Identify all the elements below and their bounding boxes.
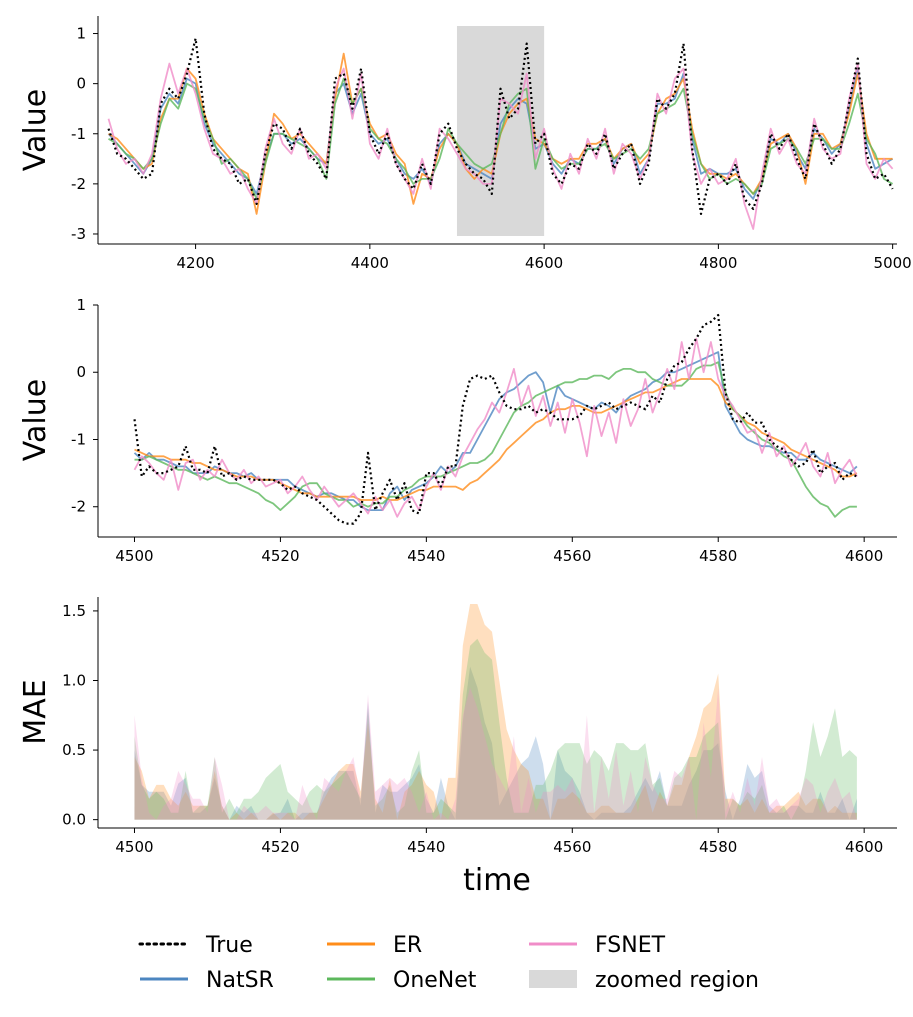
x-tick-label: 4540: [407, 547, 445, 565]
x-tick-label: 4580: [699, 838, 737, 856]
y-tick-label: 1: [76, 296, 86, 314]
x-tick-label: 4520: [261, 547, 299, 565]
x-tick-label: 4580: [699, 547, 737, 565]
legend-item-natsr: NatSR: [140, 968, 274, 993]
y-tick-label: 1.0: [62, 671, 86, 689]
y-tick-label: 0.0: [62, 811, 86, 829]
x-tick-label: 4500: [115, 838, 153, 856]
legend-item-onenet: OneNet: [327, 968, 477, 993]
mae-panel: 4500 4520 4540 4560 4580 4600 0.0 0.5 1.0 1.5: [62, 597, 897, 856]
overview-ylabel: Value: [18, 89, 53, 171]
legend-item-zoomed-region: zoomed region: [529, 968, 759, 993]
overview-line-true: [107, 37, 894, 215]
x-tick-label: 4540: [407, 838, 445, 856]
x-tick-label: 4600: [525, 254, 563, 272]
y-tick-label: -2: [71, 175, 86, 193]
y-tick-label: 1: [76, 25, 86, 43]
legend: True NatSR ER OneNet FSNET zoomed region: [138, 933, 759, 993]
y-tick-label: -1: [71, 125, 86, 143]
zoomed-line-true: [133, 314, 858, 525]
legend-label-true: True: [205, 933, 253, 958]
y-tick-label: 0.5: [62, 741, 86, 759]
y-tick-label: -1: [71, 430, 86, 448]
y-tick-label: -3: [71, 225, 86, 243]
x-tick-label: 4500: [115, 547, 153, 565]
legend-item-fsnet: FSNET: [529, 933, 666, 958]
legend-label-fsnet: FSNET: [595, 933, 666, 958]
y-tick-label: 0: [76, 75, 86, 93]
x-tick-label: 4400: [351, 254, 389, 272]
legend-label-zoomed-region: zoomed region: [595, 968, 759, 993]
legend-item-true: True: [138, 933, 253, 958]
legend-item-er: ER: [327, 933, 422, 958]
x-tick-label: 4560: [553, 838, 591, 856]
y-tick-label: -2: [71, 498, 86, 516]
mae-area-fsnet: [134, 687, 857, 820]
overview-panel: 4200 4400 4600 4800 5000 -3 -2 -1 0 1: [71, 16, 912, 272]
zoomed-ylabel: Value: [18, 379, 53, 461]
zoomed-panel: 4500 4520 4540 4560 4580 4600 -2 -1 0 1: [71, 296, 897, 565]
x-tick-label: 4520: [261, 838, 299, 856]
x-axis-title: time: [463, 863, 531, 898]
x-tick-label: 4800: [699, 254, 737, 272]
mae-area-natsr: [134, 666, 857, 820]
legend-label-natsr: NatSR: [206, 968, 274, 993]
x-tick-label: 5000: [874, 254, 912, 272]
legend-label-onenet: OneNet: [393, 968, 477, 993]
mae-area-er: [134, 604, 857, 820]
mae-area-onenet: [134, 638, 857, 820]
zoomed-line-natsr: [133, 351, 858, 512]
x-tick-label: 4560: [553, 547, 591, 565]
mae-ylabel: MAE: [18, 679, 53, 744]
x-tick-label: 4200: [176, 254, 214, 272]
legend-label-er: ER: [393, 933, 422, 958]
y-tick-label: 1.5: [62, 602, 86, 620]
x-tick-label: 4600: [845, 547, 883, 565]
x-tick-label: 4600: [845, 838, 883, 856]
y-tick-label: 0: [76, 363, 86, 381]
